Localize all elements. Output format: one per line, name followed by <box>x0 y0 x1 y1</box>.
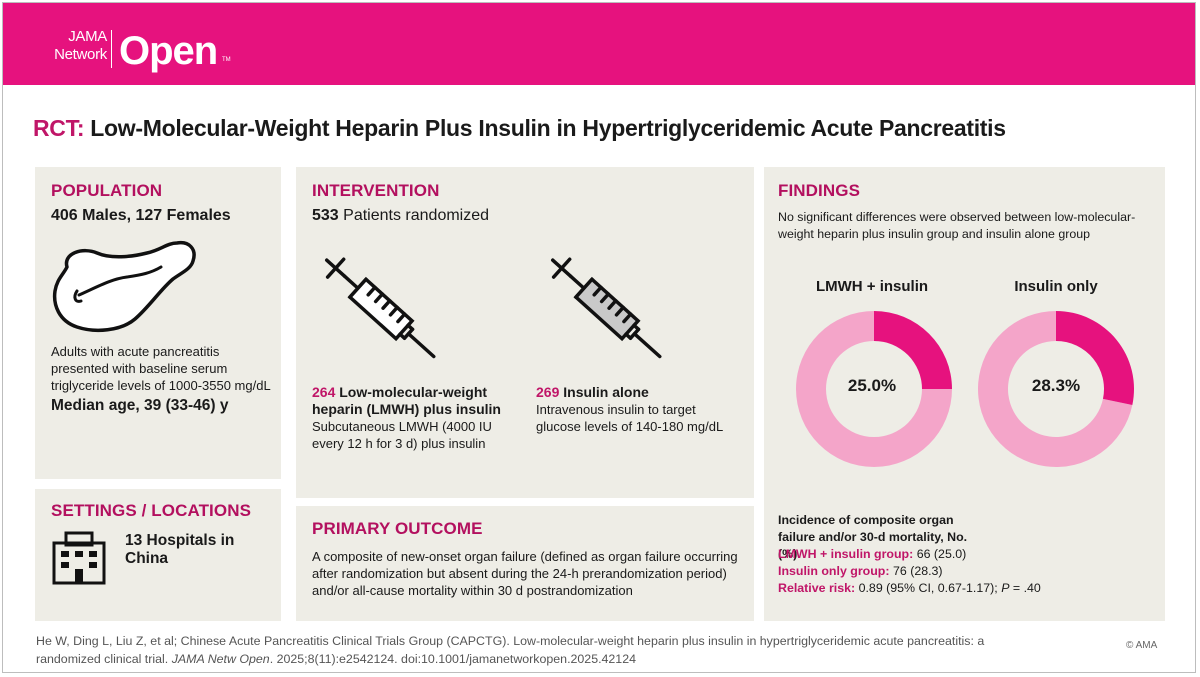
logo-network: Network <box>54 46 107 63</box>
donut-1-label: LMWH + insulin <box>815 278 929 295</box>
primary-outcome-panel: PRIMARY OUTCOME A composite of new-onset… <box>296 506 754 621</box>
donut-2-value: 28.3% <box>1031 376 1081 395</box>
findings-summary: No significant differences were observed… <box>778 210 1136 241</box>
findings-heading: FINDINGS <box>778 181 861 200</box>
citation: He W, Ding L, Liu Z, et al; Chinese Acut… <box>36 632 996 668</box>
relative-risk-p: P <box>1001 581 1010 595</box>
page-title: RCT: Low-Molecular-Weight Heparin Plus I… <box>33 115 1006 142</box>
title-prefix: RCT: <box>33 115 85 141</box>
citation-authors: He W, Ding L, Liu Z, et al; Chinese Acut… <box>36 634 985 666</box>
citation-details: . 2025;8(11):e2542124. doi:10.1001/jaman… <box>269 652 636 666</box>
title-text: Low-Molecular-Weight Heparin Plus Insuli… <box>90 115 1006 141</box>
settings-heading: SETTINGS / LOCATIONS <box>51 501 252 520</box>
donut-slice-event-1 <box>874 311 952 389</box>
pancreas-icon <box>52 240 196 333</box>
donut-2-label: Insulin only <box>1014 278 1098 295</box>
primary-outcome-text: A composite of new-onset organ failure (… <box>312 549 738 598</box>
logo-jama: JAMA <box>68 28 107 45</box>
logo-trademark: TM <box>222 57 231 63</box>
arm1-description: Subcutaneous LMWH (4000 IU every 12 h fo… <box>312 419 492 451</box>
arm2-title: 269 Insulin alone <box>536 384 746 401</box>
findings-panel: FINDINGS No significant differences were… <box>764 167 1165 621</box>
intervention-panel: INTERVENTION 533 Patients randomized <box>296 167 754 498</box>
syringe-lmwh-icon <box>325 257 436 359</box>
header-bar: JAMA Network Open TM <box>3 3 1195 85</box>
donut-chart-lmwh <box>796 311 952 467</box>
finding-lmwh-label: LMWH + insulin group: <box>778 547 914 561</box>
finding-lmwh: LMWH + insulin group: 66 (25.0) <box>778 546 1158 563</box>
syringe-insulin-icon <box>551 257 662 359</box>
relative-risk-label: Relative risk: <box>778 581 856 595</box>
finding-insulin-value: 76 (28.3) <box>892 564 943 578</box>
relative-risk-value: 0.89 (95% CI, 0.67-1.17); <box>858 581 998 595</box>
settings-panel: SETTINGS / LOCATIONS 13 Hospitals in Chi… <box>35 489 281 621</box>
population-counts: 406 Males, 127 Females <box>51 207 231 224</box>
donut-slice-event-2 <box>1056 311 1134 406</box>
population-heading: POPULATION <box>51 181 163 200</box>
randomized-label: Patients randomized <box>343 207 490 224</box>
citation-journal: JAMA Netw Open <box>171 652 270 666</box>
arm1-title: 264 Low-molecular-weight heparin (LMWH) … <box>312 384 522 418</box>
finding-insulin: Insulin only group: 76 (28.3) <box>778 563 1158 580</box>
arm2-count: 269 <box>536 384 560 400</box>
primary-outcome-heading: PRIMARY OUTCOME <box>312 519 483 538</box>
logo-open: Open <box>119 29 218 73</box>
incidence-heading: Incidence of composite organ failure and… <box>778 513 968 561</box>
arm2-description: Intravenous insulin to target glucose le… <box>536 402 724 434</box>
donut-slice-rest-1 <box>796 311 952 467</box>
copyright: © AMA <box>1126 640 1158 651</box>
settings-text: 13 Hospitals in China <box>125 532 235 567</box>
randomized-line: 533 Patients randomized <box>312 207 612 224</box>
logo-divider <box>111 30 112 68</box>
arm2-label: Insulin alone <box>563 384 649 400</box>
population-panel: POPULATION 406 Males, 127 Females Adults… <box>35 167 281 479</box>
donut-1-value: 25.0% <box>847 376 897 395</box>
hospital-building-icon <box>52 531 106 585</box>
intervention-heading: INTERVENTION <box>312 181 440 200</box>
donut-slice-rest-2 <box>978 311 1133 467</box>
relative-risk-p-value: = .40 <box>1012 581 1041 595</box>
finding-lmwh-value: 66 (25.0) <box>916 547 967 561</box>
finding-relative-risk: Relative risk: 0.89 (95% CI, 0.67-1.17);… <box>778 580 1158 597</box>
arm1-count: 264 <box>312 384 336 400</box>
population-description: Adults with acute pancreatitis presented… <box>51 344 271 393</box>
arm1-label: Low-molecular-weight heparin (LMWH) plus… <box>312 384 501 417</box>
donut-chart-insulin <box>978 311 1134 467</box>
population-median-age: Median age, 39 (33-46) y <box>51 397 229 414</box>
randomized-count: 533 <box>312 207 339 224</box>
finding-insulin-label: Insulin only group: <box>778 564 890 578</box>
